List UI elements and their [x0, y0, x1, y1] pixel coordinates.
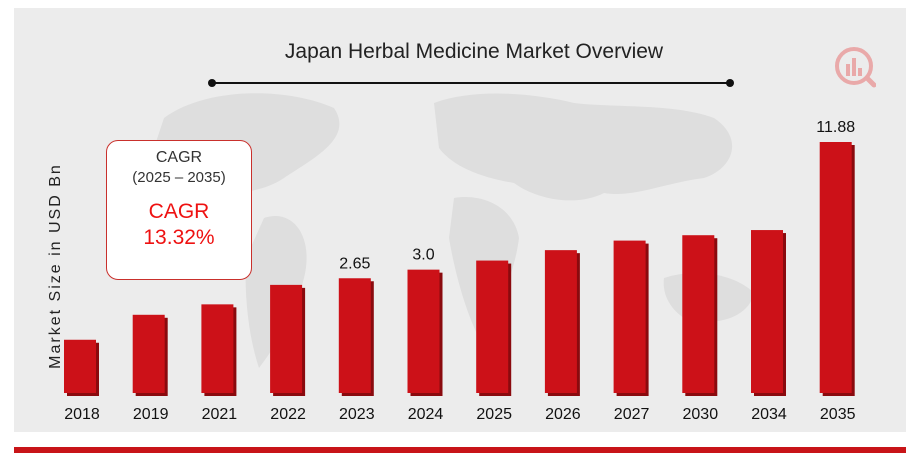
x-tick-label: 2022: [270, 406, 306, 423]
x-tick-label: 2035: [820, 406, 856, 423]
x-tick-label: 2027: [614, 406, 650, 423]
cagr-label: CAGR: [148, 200, 210, 223]
data-label: 2.65: [339, 255, 370, 272]
cagr-value: 13.32%: [143, 226, 215, 249]
bar-plot: 2018 2019 2021 2022 2023 2024 2025 2026 2027 2030…: [64, 119, 856, 423]
footer-accent-bar: [14, 447, 906, 453]
x-tick-label: 2019: [133, 406, 169, 423]
bar-2030: [682, 235, 715, 393]
bar-2035: [819, 142, 852, 393]
x-tick-label: 2023: [339, 406, 375, 423]
x-tick-label: 2030: [683, 406, 719, 423]
data-label: 11.88: [816, 119, 855, 136]
market-research-logo-icon: [835, 47, 876, 88]
x-tick-label: 2018: [64, 406, 100, 423]
title-rule-right-dot: [726, 79, 734, 87]
chart-panel: Japan Herbal Medicine Market Overview Ma…: [14, 8, 906, 432]
bar-2034: [751, 230, 783, 393]
bar-2022: [270, 284, 303, 393]
cagr-heading: CAGR: [155, 149, 203, 166]
x-tick-label: 2021: [202, 406, 238, 423]
bar-2025: [476, 260, 509, 393]
data-label: 3.0: [412, 247, 434, 264]
x-tick-label: 2034: [751, 406, 787, 423]
chart-title: Japan Herbal Medicine Market Overview: [284, 40, 664, 63]
bar-2019: [132, 314, 165, 393]
bar-2018: [64, 339, 96, 393]
title-rule: [208, 79, 734, 87]
x-tick-label: 2026: [545, 406, 581, 423]
x-tick-label: 2025: [476, 406, 512, 423]
cagr-callout: CAGR (2025 – 2035) CAGR 13.32%: [106, 140, 252, 280]
bar-2027: [613, 240, 646, 393]
title-rule-left-dot: [208, 79, 216, 87]
bar-2021: [201, 304, 234, 393]
x-tick-label: 2024: [408, 406, 444, 423]
bar-2024: [407, 269, 440, 393]
bar-2023: [338, 278, 371, 393]
cagr-period: (2025 – 2035): [132, 169, 226, 186]
bar-2026: [544, 250, 577, 393]
